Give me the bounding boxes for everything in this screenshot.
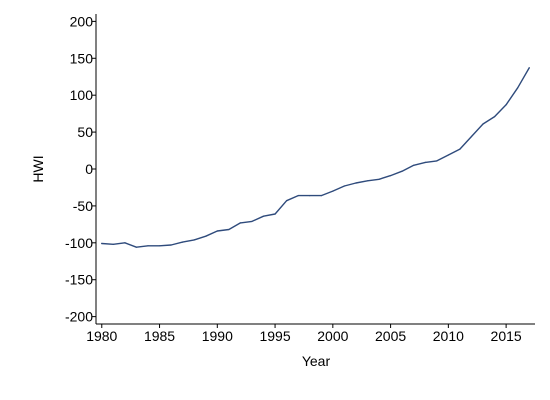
x-tick-label: 1980 [86,328,117,344]
y-tick-label: -150 [65,272,93,288]
y-tick-label: 100 [70,87,94,103]
data-point [494,116,496,118]
data-point [470,135,473,138]
data-point [355,182,357,184]
data-point [366,180,369,182]
data-point [424,161,426,163]
y-tick-label: 0 [85,161,93,177]
data-point [413,164,415,166]
data-point [297,195,299,197]
series-layer [101,67,530,248]
data-point [101,242,103,245]
data-point [309,195,311,197]
axes [95,14,535,325]
data-point [112,243,114,245]
x-axis-ticks: 1980 1985 1990 1995 2000 2005 2010 2015 [86,324,522,344]
data-point [228,228,230,231]
data-point [343,185,345,187]
data-point [528,67,530,69]
y-tick-label: 200 [70,13,94,29]
data-point [170,244,172,246]
data-point [320,195,322,197]
data-point [459,148,461,150]
data-point [251,220,253,222]
data-point [332,190,334,192]
x-tick-label: 2015 [491,328,522,344]
data-point [505,104,507,106]
data-point [216,230,218,232]
data-point [286,200,288,202]
y-tick-label: -200 [65,309,93,325]
data-point [135,246,137,248]
x-tick-label: 2010 [433,328,464,344]
y-axis-ticks: -200 -150 -100 -50 0 50 100 150 200 [65,13,96,325]
y-axis-title: HWI [30,155,46,182]
x-axis-title: Year [302,353,331,369]
data-point [447,154,449,156]
y-tick-label: -50 [73,198,93,214]
data-point [482,123,484,125]
data-point [239,222,241,224]
x-tick-label: 2005 [375,328,406,344]
data-point [390,175,392,177]
data-point [147,245,149,247]
x-tick-label: 1995 [259,328,290,344]
data-point [158,245,161,247]
data-point [436,160,438,162]
data-point [262,215,265,217]
data-point [274,213,276,215]
data-point [517,87,519,89]
y-tick-label: 50 [77,124,93,140]
x-tick-label: 1990 [202,328,233,344]
y-tick-label: 150 [70,50,94,66]
data-point [378,178,380,180]
x-tick-label: 1985 [144,328,175,344]
data-point [124,242,126,244]
y-tick-label: -100 [65,235,93,251]
data-point [401,170,403,172]
data-point [182,241,184,243]
data-point [193,239,195,241]
x-tick-label: 2000 [317,328,348,344]
series-line-0 [101,67,530,248]
data-point [205,235,207,237]
